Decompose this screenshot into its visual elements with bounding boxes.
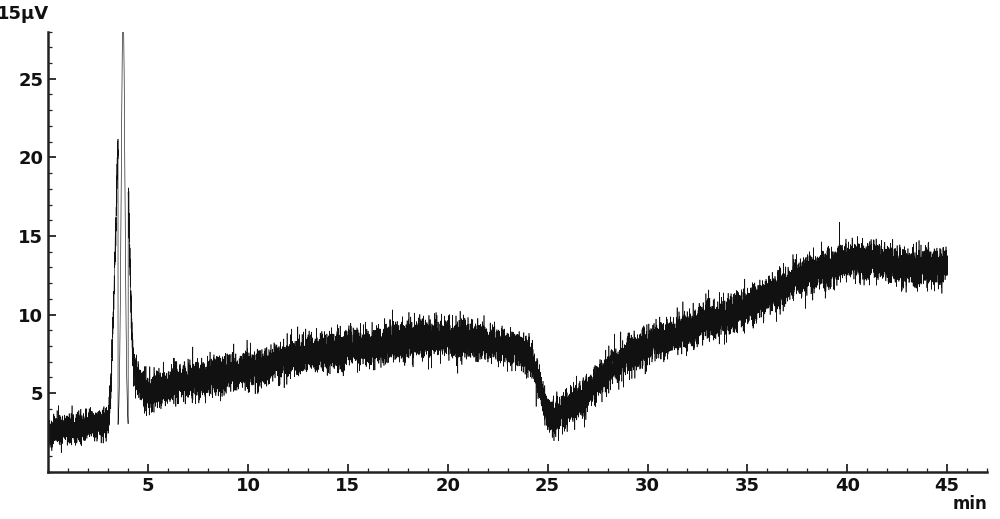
Text: min: min bbox=[953, 496, 987, 513]
Text: 15μV: 15μV bbox=[0, 5, 49, 23]
